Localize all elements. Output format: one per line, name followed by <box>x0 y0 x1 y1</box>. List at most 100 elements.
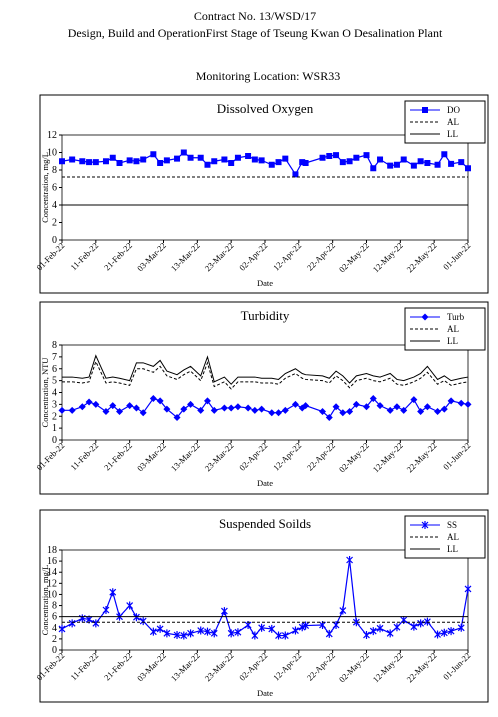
marker <box>244 404 252 412</box>
marker <box>424 160 431 166</box>
marker <box>410 162 417 169</box>
marker <box>116 160 123 166</box>
x-tick-label: 12-Apr-22 <box>271 650 303 682</box>
marker <box>79 158 86 165</box>
marker <box>369 394 377 402</box>
marker <box>228 160 235 166</box>
marker <box>92 400 100 408</box>
x-tick-label: 01-Feb-22 <box>34 650 66 682</box>
marker <box>102 606 110 614</box>
marker <box>421 313 429 321</box>
x-tick-label: 02-May-22 <box>337 440 371 474</box>
marker <box>139 409 147 417</box>
marker <box>78 403 86 411</box>
y-tick-label: 1 <box>52 423 57 434</box>
marker <box>149 394 157 402</box>
legend-box <box>404 515 486 559</box>
marker <box>421 521 429 529</box>
marker <box>126 402 134 410</box>
marker <box>133 613 140 622</box>
legend-label: AL <box>447 117 459 127</box>
marker <box>464 584 472 593</box>
y-tick-label: 12 <box>47 578 57 589</box>
marker <box>369 627 377 636</box>
y-tick-label: 2 <box>52 411 57 422</box>
header-line: Contract No. 13/WSD/17 <box>194 9 316 23</box>
marker <box>400 616 408 624</box>
marker <box>258 623 266 632</box>
x-tick-label: 22-May-22 <box>404 240 438 274</box>
marker <box>220 404 228 412</box>
x-tick-label: 12-May-22 <box>371 440 405 474</box>
plot-area <box>61 344 469 441</box>
marker <box>251 406 259 414</box>
x-tick-label: 22-Apr-22 <box>305 440 337 472</box>
legend-label: LL <box>447 544 458 554</box>
marker <box>197 626 205 635</box>
marker <box>59 158 65 165</box>
y-tick-label: 7 <box>52 352 57 363</box>
series-line <box>62 354 469 385</box>
x-tick-label: 13-Mar-22 <box>169 440 202 473</box>
marker <box>149 627 157 636</box>
x-tick-label: 22-May-22 <box>404 440 438 474</box>
chart-frame <box>39 301 489 495</box>
x-tick-label: 21-Feb-22 <box>102 440 134 472</box>
x-axis-label: Date <box>257 478 273 488</box>
marker <box>400 156 407 163</box>
legend-label: DO <box>447 105 460 115</box>
marker <box>102 158 109 165</box>
marker <box>180 149 187 156</box>
marker <box>258 157 265 164</box>
y-tick-label: 10 <box>47 148 57 159</box>
legend-box <box>404 100 486 144</box>
marker <box>173 413 181 421</box>
y-tick-label: 6 <box>52 612 57 623</box>
marker <box>417 158 424 165</box>
marker <box>326 153 333 159</box>
legend-box <box>404 307 486 351</box>
y-axis-label: Concentration, mg/L <box>40 152 50 223</box>
x-tick-label: 02-Apr-22 <box>237 240 269 272</box>
marker <box>346 556 354 564</box>
plot-area <box>61 549 469 651</box>
marker <box>376 624 384 633</box>
x-tick-label: 02-Apr-22 <box>237 650 269 682</box>
marker <box>68 406 76 414</box>
legend-label: Turb <box>447 312 465 322</box>
marker <box>139 617 147 626</box>
marker <box>376 402 384 410</box>
marker <box>346 158 353 165</box>
marker <box>441 151 448 158</box>
location: Monitoring Location: WSR33 <box>196 69 340 83</box>
x-tick-label: 22-Apr-22 <box>305 650 337 682</box>
x-tick-label: 02-Apr-22 <box>237 440 269 472</box>
marker <box>393 623 401 632</box>
marker <box>221 156 228 163</box>
legend-label: AL <box>447 324 459 334</box>
marker <box>302 621 310 630</box>
marker <box>457 623 465 632</box>
marker <box>109 402 117 410</box>
y-tick-label: 4 <box>52 623 57 634</box>
marker <box>268 624 276 633</box>
y-tick-label: 2 <box>52 634 57 645</box>
y-tick-label: 4 <box>52 200 57 211</box>
x-tick-label: 02-May-22 <box>337 240 371 274</box>
marker <box>298 623 306 632</box>
x-tick-label: 13-Mar-22 <box>169 240 202 273</box>
y-tick-label: 3 <box>52 399 57 410</box>
marker <box>447 627 455 636</box>
series-line <box>61 151 469 176</box>
marker <box>156 624 164 633</box>
x-axis-label: Date <box>257 688 273 698</box>
y-tick-label: 2 <box>52 218 57 229</box>
legend-label: LL <box>447 129 458 139</box>
marker <box>86 159 93 166</box>
y-tick-label: 14 <box>47 567 57 578</box>
marker <box>332 403 340 411</box>
y-tick-label: 0 <box>52 435 57 446</box>
y-tick-label: 8 <box>52 601 57 612</box>
marker <box>410 396 418 404</box>
